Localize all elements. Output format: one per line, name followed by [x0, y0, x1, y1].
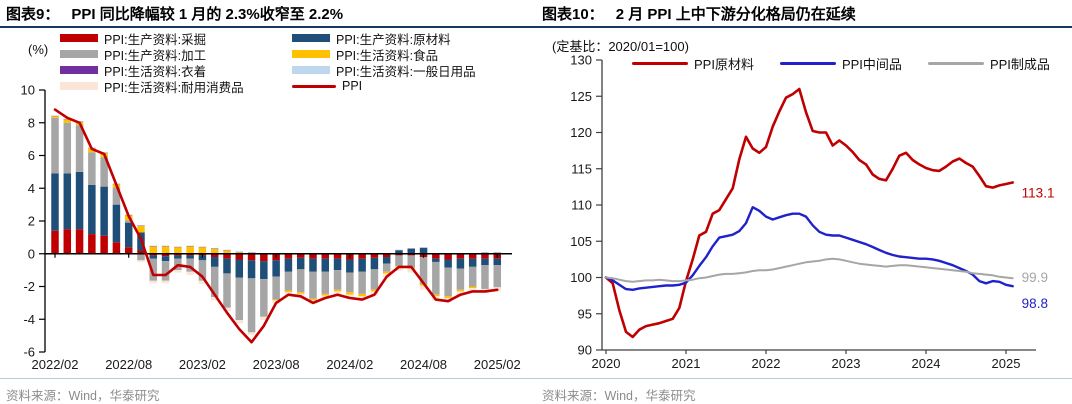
svg-text:100: 100 [570, 270, 592, 285]
legend-swatch-icon [292, 84, 336, 88]
svg-text:2: 2 [28, 214, 35, 229]
legend-item-label: PPI:生活资料:耐用消费品 [104, 80, 244, 95]
svg-text:-4: -4 [23, 312, 35, 327]
legend-swatch-icon [632, 62, 688, 65]
legend-item-label: PPI:生产资料:加工 [104, 48, 207, 63]
svg-text:99.9: 99.9 [1022, 270, 1048, 285]
figure-10-source-rule [536, 378, 1072, 379]
legend-item: PPI原材料 [632, 54, 754, 73]
legend-item-label: PPI:生活资料:一般日用品 [336, 64, 476, 79]
figure-9-title: 图表9： PPI 同比降幅较 1 月的 2.3%收窄至 2.2% [6, 3, 343, 24]
end-value-labels: 113.1 98.8 99.9 [1022, 186, 1055, 312]
legend-item: PPI中间品 [779, 54, 902, 73]
y-axis: 10 8 6 4 2 0 -2 -4 -6 [21, 83, 46, 360]
svg-text:2022/08: 2022/08 [105, 357, 152, 372]
legend-item-label: PPI [342, 79, 363, 93]
svg-text:2023/08: 2023/08 [253, 357, 300, 372]
svg-text:2025: 2025 [992, 356, 1021, 371]
legend-swatch-icon [927, 62, 984, 65]
panel-figure-10: 图表10： 2 月 PPI 上中下游分化格局仍在延续 (定基比：2020/01=… [536, 0, 1072, 404]
legend-item: PPI:生活资料:衣着 [60, 62, 292, 79]
line-series-3 [605, 257, 1014, 283]
legend-item: PPI制成品 [927, 54, 1050, 73]
x-axis: 2020 2021 2022 2023 2024 2025 [592, 349, 1036, 371]
legend-item-label: PPI:生活资料:衣着 [104, 64, 207, 79]
legend-item-label: PPI:生活资料:食品 [336, 48, 439, 63]
svg-text:105: 105 [570, 234, 592, 249]
svg-text:2022: 2022 [752, 356, 781, 371]
legend-item: PPI:生活资料:食品 [292, 46, 476, 63]
legend-swatch-icon [292, 66, 330, 74]
svg-text:130: 130 [570, 53, 592, 68]
y-axis: 130 125 120 115 110 105 100 95 90 [570, 53, 603, 358]
legend-swatch-icon [60, 34, 98, 42]
figure-10-subtitle: (定基比：2020/01=100) [552, 39, 689, 54]
svg-text:2024/02: 2024/02 [326, 357, 373, 372]
legend-item-label: PPI:生产资料:采掘 [104, 32, 207, 47]
legend-swatch-icon [292, 50, 330, 58]
figure-10-title-text: 2 月 PPI 上中下游分化格局仍在延续 [615, 6, 856, 23]
figure-10-title: 图表10： 2 月 PPI 上中下游分化格局仍在延续 [542, 3, 856, 24]
figure-9-source-rule [0, 378, 536, 379]
line-series-1 [604, 87, 1015, 339]
line-series-2 [604, 205, 1014, 291]
legend-item-label: PPI原材料 [694, 57, 754, 72]
figure-10-legend: PPI原材料 PPI中间品 PPI制成品 [632, 54, 1050, 73]
ppi-line [53, 108, 499, 344]
legend-item: PPI [292, 78, 476, 94]
svg-text:-6: -6 [23, 345, 35, 360]
svg-text:115: 115 [571, 161, 592, 176]
figure-9-legend: PPI:生产资料:采掘 PPI:生产资料:原材料 PPI:生产资料:加工 PPI:生活… [60, 30, 476, 95]
legend-item-label: PPI:生产资料:原材料 [336, 32, 451, 47]
figure-10-source: 资料来源：Wind，华泰研究 [542, 389, 696, 403]
svg-text:4: 4 [28, 181, 35, 196]
svg-text:2023: 2023 [832, 356, 861, 371]
figure-9-source: 资料来源：Wind，华泰研究 [6, 389, 160, 403]
figure-9-title-text: PPI 同比降幅较 1 月的 2.3%收窄至 2.2% [71, 6, 344, 23]
svg-text:2020: 2020 [592, 356, 621, 371]
figure-9-label: 图表9： [6, 6, 60, 23]
svg-text:2023/02: 2023/02 [179, 357, 226, 372]
svg-text:110: 110 [571, 198, 592, 213]
svg-text:120: 120 [570, 125, 592, 140]
svg-text:-2: -2 [23, 279, 35, 294]
svg-text:2025/02: 2025/02 [474, 357, 521, 372]
svg-text:113.1: 113.1 [1022, 186, 1055, 201]
legend-item: PPI:生产资料:原材料 [292, 30, 476, 47]
legend-swatch-icon [60, 82, 98, 90]
legend-swatch-icon [779, 62, 836, 65]
legend-item: PPI:生产资料:采掘 [60, 30, 292, 47]
figure-9-title-rule [0, 26, 536, 28]
legend-item-label: PPI中间品 [841, 57, 902, 72]
svg-text:8: 8 [28, 115, 35, 130]
legend-item-label: PPI制成品 [989, 57, 1050, 72]
svg-text:2024/08: 2024/08 [400, 357, 447, 372]
legend-swatch-icon [292, 34, 330, 42]
svg-text:125: 125 [570, 89, 592, 104]
svg-text:2022/02: 2022/02 [32, 357, 79, 372]
figure-9-unit-label: (%) [28, 42, 49, 57]
svg-text:0: 0 [28, 246, 35, 261]
svg-text:2021: 2021 [672, 356, 701, 371]
svg-text:95: 95 [578, 306, 592, 321]
svg-text:2024: 2024 [912, 356, 941, 371]
legend-item: PPI:生活资料:一般日用品 [292, 62, 476, 79]
figure-10-title-rule [536, 26, 1072, 28]
panel-figure-9: 图表9： PPI 同比降幅较 1 月的 2.3%收窄至 2.2% (%) PPI… [0, 3, 536, 403]
svg-text:90: 90 [578, 343, 592, 358]
x-axis-labels: 2022/02 2022/08 2023/02 2023/08 2024/02 2024/… [32, 253, 521, 372]
svg-text:98.8: 98.8 [1022, 296, 1048, 311]
figure-10-label: 图表10： [542, 6, 604, 23]
svg-text:10: 10 [21, 83, 35, 98]
legend-item: PPI:生活资料:耐用消费品 [60, 78, 292, 95]
legend-item: PPI:生产资料:加工 [60, 46, 292, 63]
svg-text:6: 6 [28, 148, 35, 163]
legend-swatch-icon [60, 50, 98, 58]
legend-swatch-icon [60, 66, 98, 74]
